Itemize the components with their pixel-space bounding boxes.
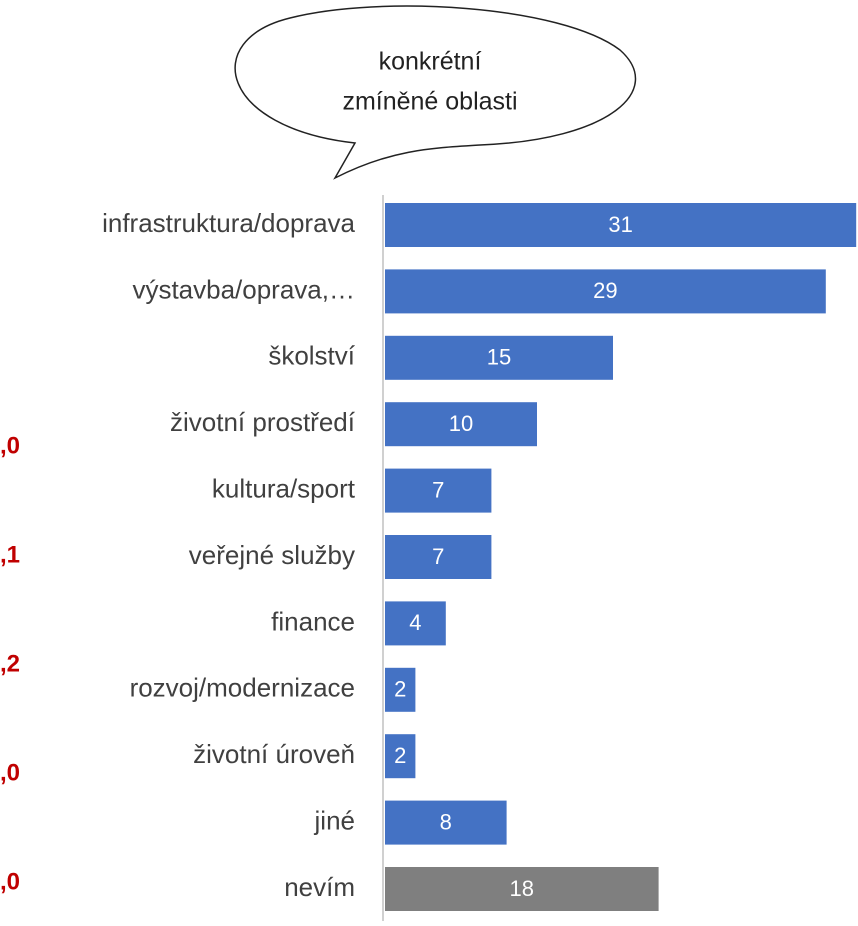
value-label: 7 — [432, 544, 444, 569]
value-label: 7 — [432, 477, 444, 502]
callout-text: konkrétní — [379, 48, 482, 76]
bar — [385, 535, 492, 579]
value-label: 4 — [409, 610, 421, 635]
category-label: kultura/sport — [212, 473, 356, 503]
category-label: nevím — [284, 872, 355, 902]
value-label: 31 — [608, 212, 632, 237]
bar — [385, 203, 857, 247]
bar — [385, 734, 416, 779]
value-label: 29 — [593, 278, 617, 303]
speech-bubble — [234, 5, 637, 180]
category-label: životní úroveň — [193, 739, 355, 769]
value-label: 2 — [394, 677, 406, 702]
bar — [385, 269, 826, 314]
value-label: 8 — [440, 809, 452, 834]
category-label: školství — [268, 341, 355, 371]
value-label: 15 — [487, 345, 511, 370]
bar — [385, 800, 507, 845]
side-annotation: ,0 — [0, 759, 20, 786]
category-label: životní prostředí — [170, 407, 356, 437]
bar — [385, 402, 537, 447]
value-label: 10 — [449, 411, 473, 436]
side-annotation: ,2 — [0, 650, 20, 677]
value-label: 2 — [394, 743, 406, 768]
category-label: jiné — [314, 805, 355, 835]
category-label: veřejné služby — [189, 540, 355, 570]
category-label: výstavba/oprava,… — [132, 274, 355, 304]
category-label: rozvoj/modernizace — [130, 673, 355, 703]
bar — [385, 601, 446, 646]
value-label: 18 — [510, 876, 534, 901]
callout-text: zmíněné oblasti — [342, 88, 517, 116]
bar — [385, 667, 416, 712]
bar — [385, 335, 613, 380]
side-annotation: ,0 — [0, 432, 20, 459]
bar — [385, 867, 659, 911]
category-label: finance — [271, 606, 355, 636]
side-annotation: ,0 — [0, 868, 20, 895]
bar — [385, 468, 492, 513]
side-annotation: ,1 — [0, 541, 20, 568]
category-label: infrastruktura/doprava — [102, 208, 355, 238]
